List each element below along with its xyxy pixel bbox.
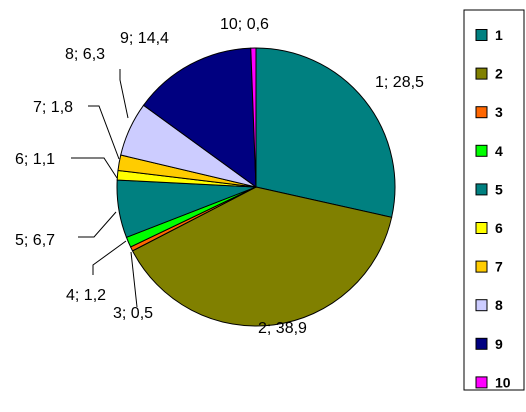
legend-label-2: 2 [495, 66, 503, 82]
leader-lines [71, 69, 138, 308]
legend-label-5: 5 [495, 181, 503, 197]
legend-swatch-3 [475, 106, 488, 119]
pie-slice-2 [131, 186, 393, 327]
legend-label-8: 8 [495, 297, 503, 313]
leader-line-3 [130, 251, 138, 308]
data-label-2: 2; 38,9 [258, 320, 307, 337]
data-label-4: 4; 1,2 [66, 287, 106, 304]
legend-swatch-6 [475, 222, 488, 234]
leader-line-5 [78, 211, 117, 238]
legend-swatch-9 [475, 337, 488, 350]
pie-slices [116, 47, 396, 327]
leader-line-8 [119, 69, 129, 119]
legend-swatch-4 [475, 144, 488, 157]
data-label-3: 3; 0,5 [113, 305, 153, 322]
legend-label-4: 4 [495, 143, 503, 159]
legend-label-1: 1 [495, 27, 503, 43]
data-label-10: 10; 0,6 [220, 16, 269, 33]
data-labels: 1; 28,5 2; 38,9 3; 0,5 4; 1,2 5; 6,7 6; 1,1 7;… [15, 16, 424, 337]
leader-line-7 [88, 105, 120, 160]
legend-label-3: 3 [495, 104, 503, 120]
data-label-8: 8; 6,3 [65, 46, 105, 63]
legend-swatch-5 [475, 183, 488, 196]
legend: 1 2 3 4 5 6 7 8 9 10 [463, 9, 525, 391]
data-label-6: 6; 1,1 [15, 151, 55, 168]
legend-swatch-10 [475, 376, 488, 389]
legend-box [463, 9, 525, 391]
legend-swatch-8 [475, 299, 488, 312]
pie-slice-9 [142, 47, 257, 189]
legend-swatch-1 [475, 29, 488, 41]
legend-swatch-2 [475, 67, 488, 80]
legend-label-9: 9 [495, 336, 503, 352]
data-label-7: 7; 1,8 [33, 99, 73, 116]
legend-label-10: 10 [495, 374, 511, 390]
legend-swatch-7 [475, 260, 488, 273]
data-label-9: 9; 14,4 [120, 30, 169, 47]
pie-slice-1 [255, 47, 396, 218]
pie-slice-10 [250, 47, 257, 188]
legend-label-6: 6 [495, 220, 503, 236]
leader-line-6 [71, 157, 118, 179]
data-label-5: 5; 6,7 [15, 232, 55, 249]
leader-line-4 [92, 240, 127, 275]
legend-label-7: 7 [495, 259, 503, 275]
data-label-1: 1; 28,5 [375, 74, 424, 91]
